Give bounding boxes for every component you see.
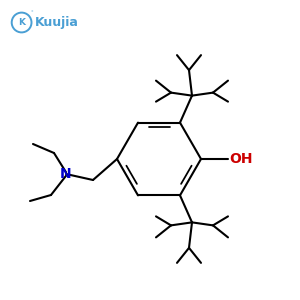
- Text: K: K: [18, 18, 25, 27]
- Text: N: N: [60, 167, 72, 181]
- Text: Kuujia: Kuujia: [34, 16, 78, 29]
- Text: °: °: [30, 10, 33, 15]
- Text: OH: OH: [230, 152, 253, 166]
